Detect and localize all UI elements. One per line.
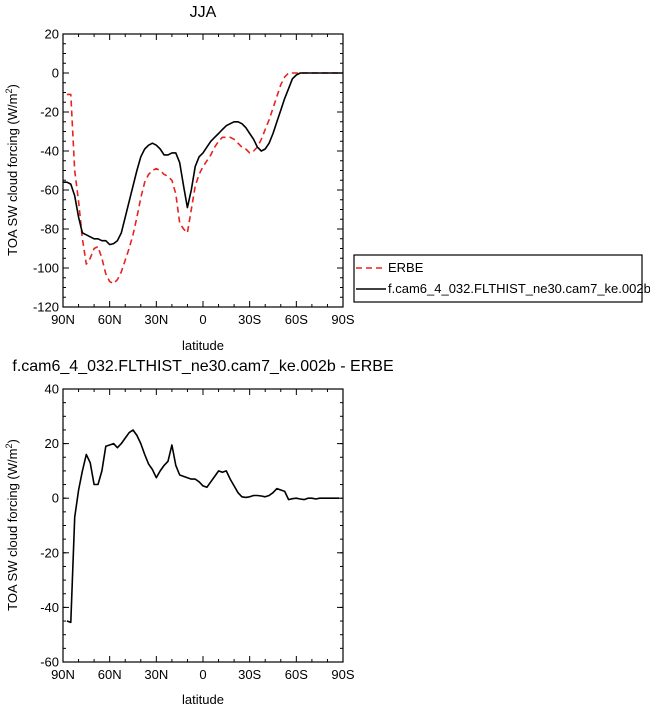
legend-model-label: f.cam6_4_032.FLTHIST_ne30.cam7_ke.002b [388,281,650,296]
top-plot-frame [62,33,344,308]
top-y-tick-label: -60 [40,183,59,198]
top-panel: JJA 90N 60N 30N 0 30S 60S 90S -120 -100 -80 -60 -40… [4,4,355,353]
bottom-y-tick-label: -40 [40,600,59,615]
top-x-tick-label: 90N [51,312,75,327]
bottom-x-tick-label: 30S [238,667,261,682]
top-x-tick-label: 30S [238,312,261,327]
bottom-x-tick-label: 90S [331,667,354,682]
bottom-x-tick-label: 0 [199,667,206,682]
top-y-tick-label: 20 [45,27,59,42]
top-chart-title: JJA [190,4,217,21]
top-x-tick-label: 60N [98,312,122,327]
top-x-tick-label: 30N [144,312,168,327]
top-series-line-0 [66,72,340,285]
bottom-chart-title: f.cam6_4_032.FLTHIST_ne30.cam7_ke.002b -… [12,358,393,375]
bottom-panel: f.cam6_4_032.FLTHIST_ne30.cam7_ke.002b -… [4,358,394,707]
top-x-tick-label: 90S [331,312,354,327]
bottom-x-tick-label: 60S [285,667,308,682]
top-x-tick-label: 0 [199,312,206,327]
top-y-tick-label: -20 [40,105,59,120]
top-y-tick-label: -120 [33,300,59,315]
legend: ERBE f.cam6_4_032.FLTHIST_ne30.cam7_ke.0… [353,254,650,303]
bottom-y-tick-label: 20 [45,436,59,451]
bottom-y-tick-label: -20 [40,545,59,560]
bottom-y-axis-label: TOA SW cloud forcing (W/m2) [4,439,20,611]
bottom-x-tick-label: 30N [144,667,168,682]
top-y-tick-label: -40 [40,144,59,159]
top-x-axis-label: latitude [182,338,224,353]
bottom-x-tick-label: 60N [98,667,122,682]
bottom-x-tick-label: 90N [51,667,75,682]
top-y-tick-label: 0 [52,66,59,81]
top-y-tick-label: -100 [33,261,59,276]
legend-box [353,254,643,303]
bottom-y-tick-label: 0 [52,491,59,506]
top-y-tick-label: -80 [40,222,59,237]
bottom-y-tick-label: -60 [40,655,59,670]
bottom-x-axis-label: latitude [182,692,224,707]
legend-erbe-label: ERBE [388,260,424,275]
bottom-plot-frame [62,388,344,663]
bottom-y-tick-label: 40 [45,382,59,397]
top-x-tick-label: 60S [285,312,308,327]
top-y-axis-label: TOA SW cloud forcing (W/m2) [4,84,20,256]
bottom-series-line-0 [66,429,340,624]
top-series-line-1 [63,72,343,246]
